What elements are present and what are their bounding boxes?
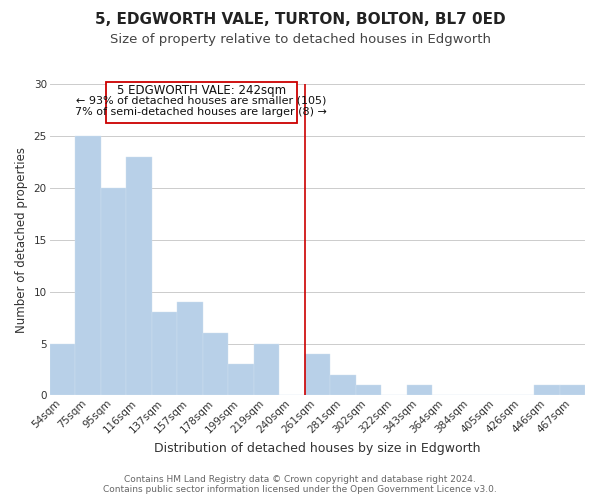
Bar: [75, 136, 101, 396]
Bar: [534, 385, 560, 396]
Bar: [50, 344, 75, 396]
Bar: [152, 312, 177, 396]
Bar: [126, 156, 152, 396]
Bar: [177, 302, 203, 396]
Text: Contains public sector information licensed under the Open Government Licence v3: Contains public sector information licen…: [103, 485, 497, 494]
Text: Size of property relative to detached houses in Edgworth: Size of property relative to detached ho…: [110, 32, 491, 46]
Text: 5 EDGWORTH VALE: 242sqm: 5 EDGWORTH VALE: 242sqm: [117, 84, 286, 97]
Text: 7% of semi-detached houses are larger (8) →: 7% of semi-detached houses are larger (8…: [76, 107, 327, 117]
Bar: [407, 385, 432, 396]
Text: 5, EDGWORTH VALE, TURTON, BOLTON, BL7 0ED: 5, EDGWORTH VALE, TURTON, BOLTON, BL7 0E…: [95, 12, 505, 28]
Bar: [305, 354, 330, 396]
Text: Contains HM Land Registry data © Crown copyright and database right 2024.: Contains HM Land Registry data © Crown c…: [124, 475, 476, 484]
Bar: [330, 374, 356, 396]
Bar: [101, 188, 126, 396]
Bar: [228, 364, 254, 396]
Bar: [356, 385, 381, 396]
Bar: [203, 333, 228, 396]
FancyBboxPatch shape: [106, 82, 297, 124]
X-axis label: Distribution of detached houses by size in Edgworth: Distribution of detached houses by size …: [154, 442, 481, 455]
Bar: [560, 385, 585, 396]
Text: ← 93% of detached houses are smaller (105): ← 93% of detached houses are smaller (10…: [76, 96, 326, 106]
Bar: [254, 344, 279, 396]
Y-axis label: Number of detached properties: Number of detached properties: [15, 146, 28, 332]
